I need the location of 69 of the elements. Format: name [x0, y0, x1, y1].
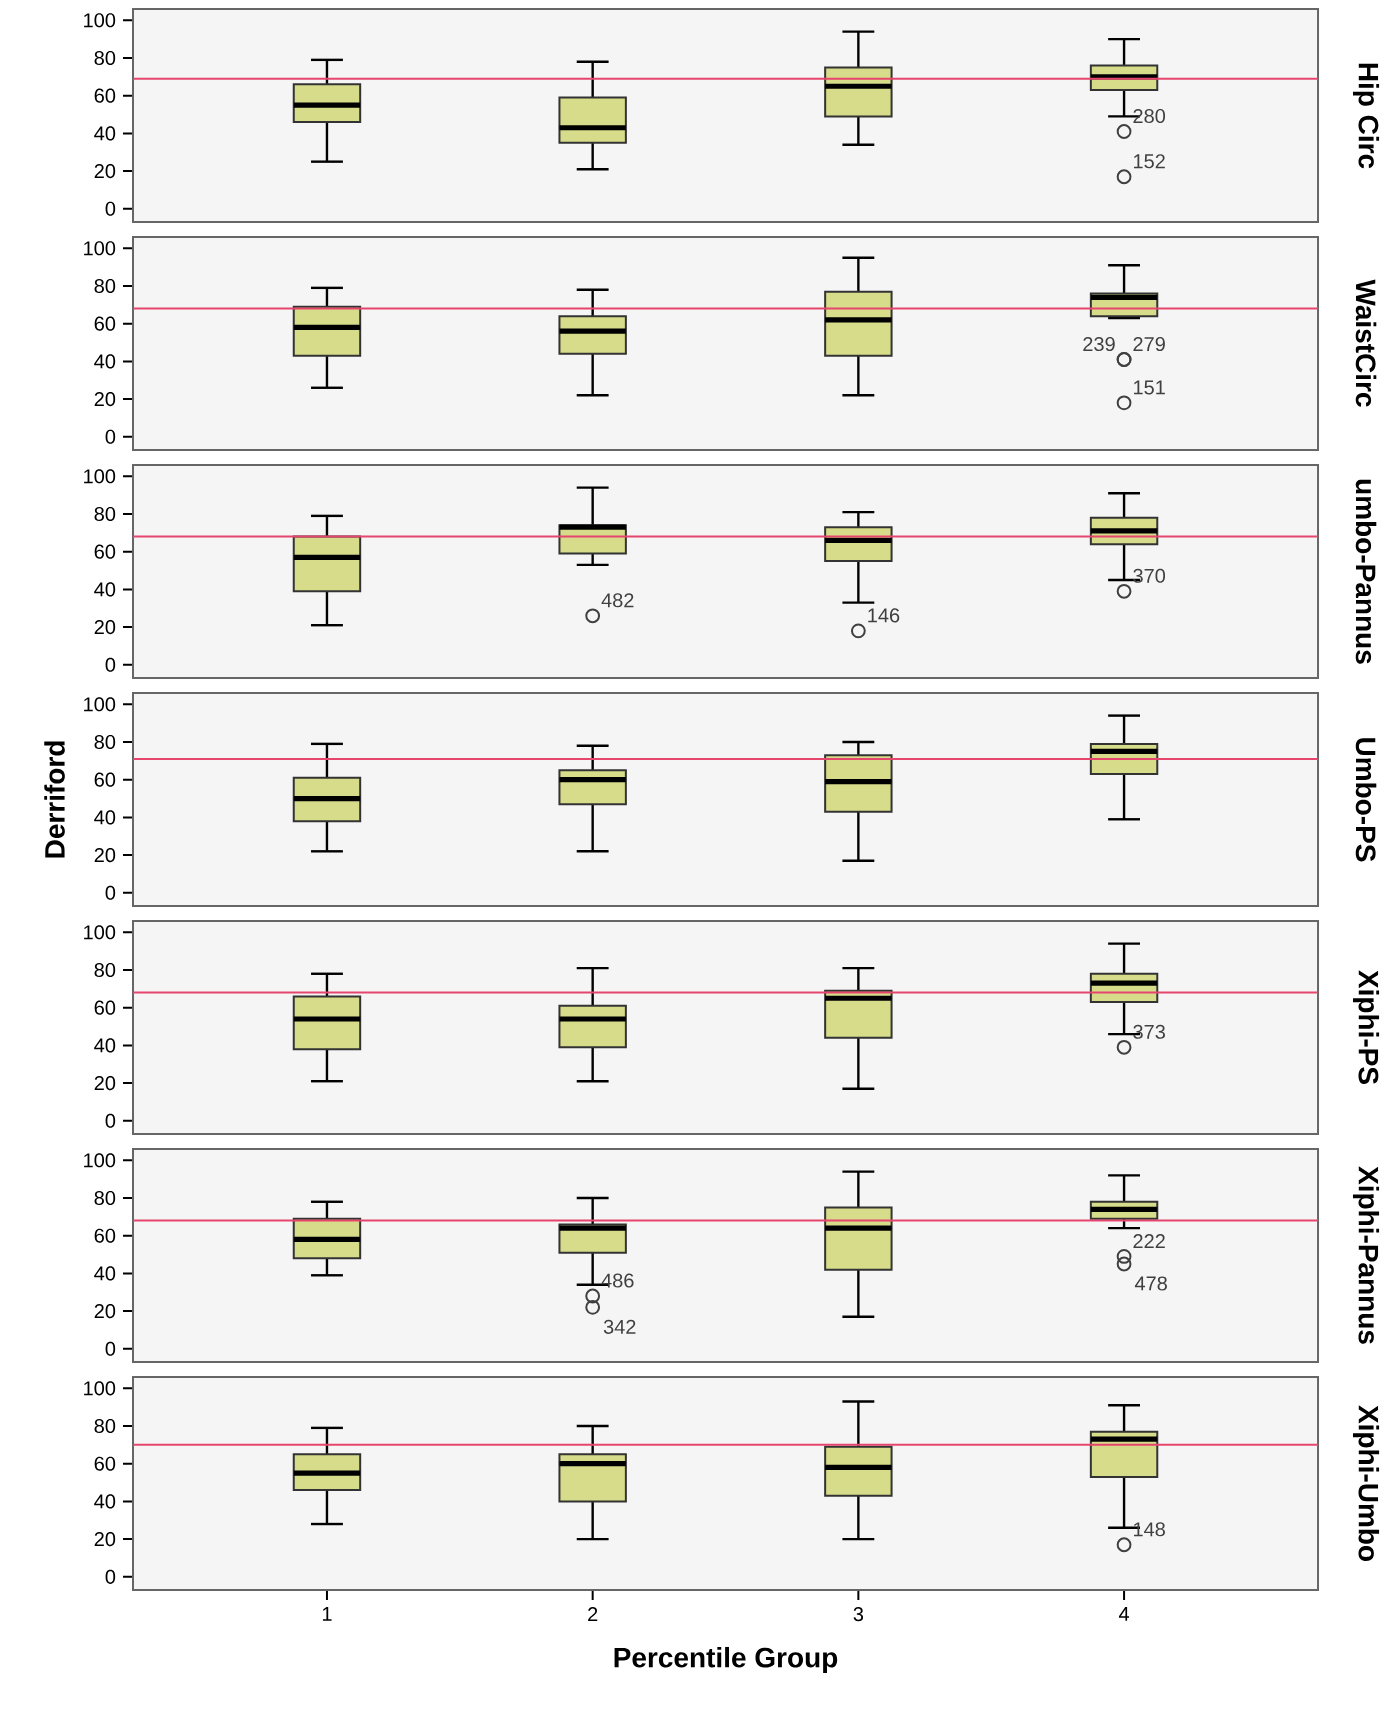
- y-tick-label: 0: [105, 885, 116, 900]
- y-tick-label: 0: [105, 201, 116, 216]
- y2-axis-title: Hip Circ: [1352, 63, 1380, 169]
- annotation: 478: [1134, 1276, 1167, 1291]
- y-tick-label: 80: [94, 1418, 116, 1434]
- x-axis-title: Percentile Group: [614, 1646, 838, 1674]
- y-tick-label: 20: [94, 848, 116, 863]
- annotation: 373: [1133, 1024, 1165, 1039]
- y-tick-label: 60: [94, 544, 116, 559]
- y-tick-label: 40: [94, 1266, 116, 1281]
- y-tick-label: 80: [94, 962, 116, 978]
- y2-axis-title: WaistCirc: [1355, 279, 1377, 407]
- y-tick-label: 0: [105, 1341, 116, 1356]
- y-tick-label: 0: [105, 1569, 116, 1584]
- y-tick-label: 20: [94, 1076, 116, 1091]
- y2-axis-title: Xiphi-PS: [1352, 970, 1380, 1084]
- y-tick-label: 0: [105, 1113, 116, 1128]
- annotation: 152: [1134, 154, 1165, 169]
- annotation: 146: [868, 608, 900, 623]
- y-tick-label: 20: [94, 1532, 116, 1547]
- y-tick-label: 80: [94, 50, 116, 66]
- y2-axis-title: umbo-Pannus: [1355, 479, 1377, 664]
- y-tick-label: 80: [94, 278, 116, 294]
- y-tick-label: 100: [84, 697, 116, 712]
- annotation: 148: [1134, 1522, 1165, 1537]
- y-tick-label: 100: [84, 1153, 116, 1168]
- y-tick-label: 80: [94, 1190, 116, 1206]
- y-tick-label: 20: [94, 1304, 116, 1319]
- x-tick-label: 1: [322, 1607, 332, 1621]
- annotation: 486: [601, 1273, 634, 1288]
- annotation: 239: [1083, 336, 1115, 352]
- y-tick-label: 40: [94, 582, 116, 597]
- y-tick-label: 100: [84, 469, 116, 484]
- y-tick-label: 100: [84, 925, 116, 940]
- y-tick-label: 100: [84, 1381, 116, 1396]
- annotation: 370: [1133, 568, 1166, 583]
- y-tick-label: 60: [94, 1000, 116, 1015]
- y2-axis-title: Umbo-PS: [1355, 738, 1377, 862]
- annotation: 222: [1133, 1234, 1165, 1249]
- y-tick-label: 40: [94, 1494, 116, 1509]
- annotation: 482: [601, 593, 634, 608]
- y2-axis-title: Xiphi-Umbo: [1352, 1405, 1380, 1561]
- y-tick-label: 60: [94, 88, 116, 103]
- y-tick-label: 60: [94, 1456, 116, 1471]
- y-tick-label: 100: [84, 241, 116, 256]
- y-tick-label: 80: [94, 734, 116, 750]
- y-tick-label: 60: [94, 1228, 116, 1243]
- y-tick-label: 80: [94, 506, 116, 522]
- x-tick-label: 3: [853, 1607, 864, 1622]
- x-tick-label: 4: [1118, 1607, 1130, 1621]
- y-tick-label: 20: [94, 392, 116, 407]
- y2-axis-title: Xiphi-Pannus: [1352, 1166, 1380, 1344]
- x-tick-label: 2: [588, 1607, 598, 1622]
- y-tick-label: 40: [94, 810, 116, 825]
- annotation: 280: [1133, 108, 1166, 124]
- y-tick-label: 40: [94, 354, 116, 369]
- y-tick-label: 60: [94, 772, 116, 787]
- y-tick-label: 0: [105, 657, 116, 672]
- y-tick-label: 40: [94, 1038, 116, 1053]
- annotation: 151: [1134, 380, 1165, 395]
- y-tick-label: 20: [94, 164, 116, 179]
- y-tick-label: 0: [105, 429, 116, 444]
- y-tick-label: 40: [94, 126, 116, 141]
- y-axis-title: Derriford: [44, 741, 65, 858]
- y-tick-label: 100: [84, 13, 116, 28]
- annotation: 342: [603, 1319, 636, 1334]
- annotation: 279: [1133, 336, 1165, 352]
- y-tick-label: 60: [94, 316, 116, 331]
- y-tick-label: 20: [94, 620, 116, 635]
